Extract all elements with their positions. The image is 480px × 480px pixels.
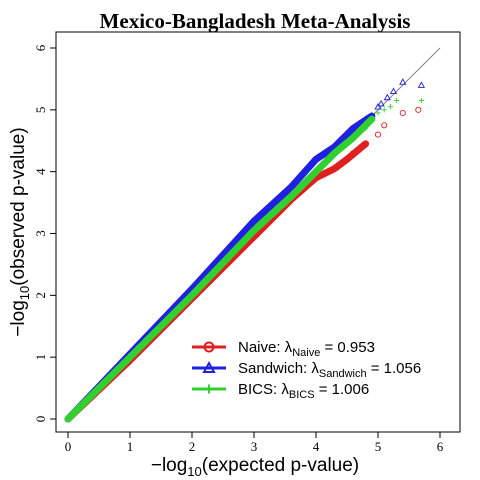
x-axis-label-subscript: 10 xyxy=(187,464,201,479)
legend-marker-naive xyxy=(203,341,215,353)
x-tick-label: 1 xyxy=(127,439,134,454)
y-axis: 0 1 2 3 4 5 6 xyxy=(33,44,57,423)
y-tick-label: 5 xyxy=(33,107,48,114)
legend-label-text: BICS: λ xyxy=(238,381,289,398)
legend-item-naive: Naive: λNaive = 0.953 xyxy=(192,339,375,359)
y-tick-label: 4 xyxy=(33,168,48,175)
series-group xyxy=(64,78,426,423)
legend-marker-sandwich xyxy=(202,360,216,373)
data-point-naive xyxy=(350,150,357,157)
series-bics xyxy=(64,97,424,423)
legend-item-bics: BICS: λBICS = 1.006 xyxy=(192,381,369,401)
legend-item-sandwich: Sandwich: λSandwich = 1.056 xyxy=(192,360,421,380)
y-axis-label-suffix: (observed p-value) xyxy=(8,127,29,285)
data-point-naive xyxy=(399,109,406,116)
x-axis-label-suffix: (expected p-value) xyxy=(202,455,359,476)
data-point-naive xyxy=(356,145,363,152)
legend-label-bics: BICS: λBICS = 1.006 xyxy=(238,381,369,401)
data-point-naive xyxy=(415,106,422,113)
x-axis: 0 1 2 3 4 5 6 xyxy=(65,431,444,454)
legend-label-text: Sandwich: λ xyxy=(238,360,319,377)
legend-marker-bics xyxy=(204,384,214,394)
y-tick-label: 2 xyxy=(33,292,48,299)
y-tick-label: 6 xyxy=(33,44,48,51)
legend-label-text: Naive: λ xyxy=(238,339,293,356)
data-point-bics xyxy=(363,125,369,131)
legend-label-value: = 0.953 xyxy=(320,339,375,356)
legend-label-subscript: BICS xyxy=(289,389,315,401)
x-tick-label: 5 xyxy=(375,439,382,454)
data-point-bics xyxy=(350,135,356,141)
data-point-bics xyxy=(394,97,400,104)
legend-label-naive: Naive: λNaive = 0.953 xyxy=(238,339,375,359)
x-tick-label: 0 xyxy=(65,439,72,454)
legend-label-sandwich: Sandwich: λSandwich = 1.056 xyxy=(238,360,421,380)
x-tick-label: 3 xyxy=(251,439,258,454)
x-axis-label-prefix: −log xyxy=(151,455,187,476)
y-tick-label: 1 xyxy=(33,354,48,361)
data-point-naive xyxy=(374,131,382,138)
data-point-sandwich xyxy=(374,102,382,110)
data-point-bics xyxy=(375,110,381,116)
data-point-bics xyxy=(387,104,393,110)
x-tick-label: 4 xyxy=(313,439,320,454)
x-axis-label: −log10(expected p-value) xyxy=(151,455,359,479)
y-axis-label-subscript: 10 xyxy=(17,286,32,300)
y-axis-label-prefix: −log xyxy=(8,300,29,336)
data-point-bics xyxy=(418,97,424,104)
legend-label-value: = 1.056 xyxy=(367,360,422,377)
data-point-sandwich xyxy=(383,93,391,101)
y-axis-label: −log10(observed p-value) xyxy=(8,127,32,336)
data-point-naive xyxy=(362,140,369,147)
data-point-naive xyxy=(343,156,351,163)
data-point-sandwich xyxy=(389,87,398,95)
data-point-sandwich xyxy=(349,124,357,132)
data-point-naive xyxy=(381,122,388,129)
legend-label-value: = 1.006 xyxy=(315,381,370,398)
data-point-bics xyxy=(381,107,387,113)
y-tick-label: 3 xyxy=(33,230,48,237)
series-bics-dense-points xyxy=(64,115,376,423)
x-tick-label: 2 xyxy=(189,439,196,454)
data-point-sandwich xyxy=(377,99,385,107)
data-point-sandwich xyxy=(399,78,407,85)
x-tick-label: 6 xyxy=(437,439,444,454)
y-tick-label: 0 xyxy=(33,416,48,423)
chart-title: Mexico-Bangladesh Meta-Analysis xyxy=(100,9,411,33)
data-point-sandwich xyxy=(417,81,426,88)
legend-label-subscript: Naive xyxy=(292,347,320,359)
legend-label-subscript: Sandwich xyxy=(319,368,367,380)
data-point-bics xyxy=(369,116,375,122)
